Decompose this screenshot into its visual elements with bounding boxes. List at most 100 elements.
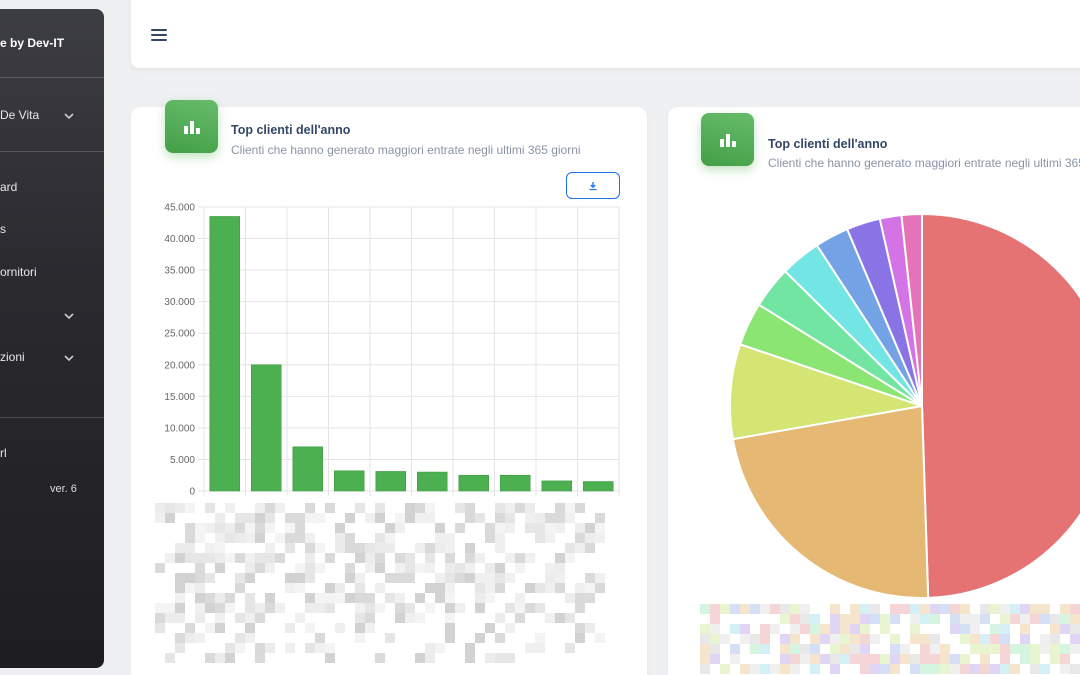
pixel-block bbox=[930, 634, 940, 644]
y-tick-label: 10.000 bbox=[164, 423, 195, 434]
pixel-block bbox=[820, 624, 830, 634]
pixel-block bbox=[770, 604, 780, 614]
pixel-block bbox=[435, 523, 445, 533]
bar[interactable] bbox=[209, 216, 240, 492]
pixel-block bbox=[245, 563, 255, 573]
pixel-block bbox=[165, 613, 175, 623]
pixel-block bbox=[575, 593, 585, 603]
pixel-block bbox=[205, 603, 215, 613]
sidebar-user[interactable]: De Vita bbox=[0, 108, 40, 122]
pixel-block bbox=[525, 513, 535, 523]
pixel-block bbox=[415, 513, 425, 523]
bar[interactable] bbox=[292, 446, 323, 492]
pixel-block bbox=[545, 613, 555, 623]
pie-slice[interactable] bbox=[900, 212, 923, 407]
pixel-block bbox=[585, 543, 595, 553]
pixel-block bbox=[990, 644, 1000, 654]
pixel-block bbox=[920, 604, 930, 614]
menu-icon[interactable] bbox=[151, 29, 167, 41]
pixel-block bbox=[295, 513, 305, 523]
bar[interactable] bbox=[251, 364, 282, 492]
pixel-block bbox=[325, 583, 335, 593]
bar[interactable] bbox=[334, 470, 365, 492]
pixel-block bbox=[870, 604, 880, 614]
bar[interactable] bbox=[583, 481, 614, 492]
pixel-block bbox=[455, 603, 465, 613]
pixel-block bbox=[235, 583, 245, 593]
sidebar-item-dashboard[interactable]: ard bbox=[0, 180, 18, 194]
pixel-block bbox=[780, 664, 790, 674]
pixel-block bbox=[750, 644, 760, 654]
pixel-block bbox=[980, 614, 990, 624]
bar[interactable] bbox=[458, 474, 489, 492]
pixel-block bbox=[950, 604, 960, 614]
pixel-block bbox=[245, 633, 255, 643]
pixel-block bbox=[295, 533, 305, 543]
pixel-block bbox=[245, 553, 255, 563]
pixel-block bbox=[425, 553, 435, 563]
pixel-block bbox=[345, 573, 355, 583]
pixel-block bbox=[970, 614, 980, 624]
pie-chart-card: Top clienti dell'anno Clienti che hanno … bbox=[668, 107, 1080, 675]
pixel-block bbox=[870, 654, 880, 664]
download-button[interactable] bbox=[566, 172, 620, 199]
pixel-block bbox=[195, 593, 205, 603]
version-label: ver. 6 bbox=[50, 483, 77, 495]
pixel-block bbox=[505, 653, 515, 663]
brand-name: e by Dev-IT bbox=[0, 36, 65, 50]
pixel-block bbox=[215, 613, 225, 623]
sidebar-item-suppliers[interactable]: ornitori bbox=[0, 265, 37, 279]
pixel-block bbox=[555, 563, 565, 573]
pixel-block bbox=[860, 634, 870, 644]
y-tick-label: 25.000 bbox=[164, 329, 195, 340]
pixel-block bbox=[960, 634, 970, 644]
pixel-block bbox=[415, 593, 425, 603]
bar[interactable] bbox=[417, 471, 448, 492]
pixel-block bbox=[375, 553, 385, 563]
pixel-block bbox=[355, 503, 365, 513]
pixel-block bbox=[175, 593, 185, 603]
pie-slice[interactable] bbox=[729, 343, 923, 441]
pixel-block bbox=[740, 634, 750, 644]
pie-slice[interactable] bbox=[731, 404, 930, 599]
pixel-block bbox=[295, 583, 305, 593]
pixel-block bbox=[205, 523, 215, 533]
pixel-block bbox=[285, 513, 295, 523]
sidebar-item-clients[interactable]: s bbox=[0, 222, 6, 236]
pixel-block bbox=[1060, 604, 1070, 614]
pixel-block bbox=[555, 503, 565, 513]
bar[interactable] bbox=[541, 480, 572, 492]
pie-slice[interactable] bbox=[921, 212, 1080, 599]
sidebar-item-bottom[interactable]: rl bbox=[0, 446, 7, 460]
pixel-block bbox=[225, 523, 235, 533]
pixel-block bbox=[185, 623, 195, 633]
pixel-block bbox=[700, 604, 710, 614]
pixel-block bbox=[465, 553, 475, 563]
sidebar-item-settings[interactable]: zioni bbox=[0, 350, 25, 364]
pixel-block bbox=[1000, 604, 1010, 614]
pixel-block bbox=[535, 533, 545, 543]
pixel-block bbox=[780, 644, 790, 654]
chevron-down-icon[interactable] bbox=[64, 353, 74, 363]
pixel-block bbox=[860, 664, 870, 674]
chevron-down-icon[interactable] bbox=[64, 311, 74, 321]
pixel-block bbox=[235, 523, 245, 533]
pixel-block bbox=[235, 553, 245, 563]
pixel-block bbox=[355, 543, 365, 553]
pixel-block bbox=[780, 614, 790, 624]
chevron-down-icon[interactable] bbox=[64, 111, 74, 121]
pixel-block bbox=[265, 563, 275, 573]
pixel-block bbox=[1070, 664, 1080, 674]
pixel-block bbox=[545, 573, 555, 583]
bar[interactable] bbox=[375, 471, 406, 492]
bar[interactable] bbox=[500, 474, 531, 492]
chart-icon-badge bbox=[165, 100, 218, 153]
pixel-block bbox=[305, 543, 315, 553]
pixel-block bbox=[365, 603, 375, 613]
pixel-block bbox=[720, 664, 730, 674]
pixel-block bbox=[760, 664, 770, 674]
pixel-block bbox=[585, 583, 595, 593]
pixel-block bbox=[265, 643, 275, 653]
pixel-block bbox=[790, 604, 800, 614]
pixel-block bbox=[395, 513, 405, 523]
